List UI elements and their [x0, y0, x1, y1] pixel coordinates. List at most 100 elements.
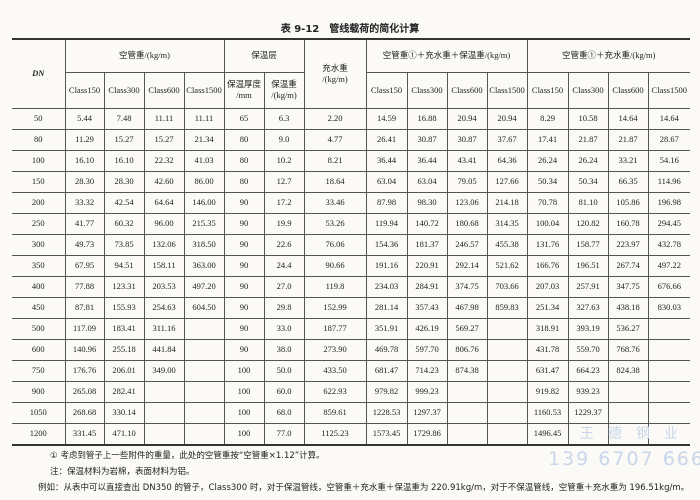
value-cell: 140.96: [64, 338, 105, 361]
value-cell: 7.48: [103, 107, 145, 130]
value-cell: 22.32: [143, 149, 185, 172]
value-cell: 604.50: [183, 296, 225, 319]
value-cell: 90: [223, 338, 265, 361]
value-cell: 206.01: [103, 359, 145, 382]
dn-cell: 750: [12, 359, 66, 382]
value-cell: [486, 401, 528, 424]
header-ins-weight: 保温重 /(kg/m): [263, 71, 305, 109]
value-cell: [647, 359, 690, 382]
header-insulated-class1500: Class1500: [486, 71, 528, 109]
value-cell: 65: [223, 107, 265, 130]
value-cell: 19.9: [263, 212, 305, 235]
value-cell: 37.67: [486, 128, 528, 151]
value-cell: 33.21: [607, 149, 649, 172]
value-cell: 281.14: [365, 296, 408, 319]
value-cell: 54.16: [647, 149, 690, 172]
value-cell: 90: [223, 212, 265, 235]
value-cell: 38.0: [263, 338, 305, 361]
value-cell: 33.0: [263, 317, 305, 340]
table-row: 600 140.96 255.18 441.84 90 38.0 273.90 469.78 5…: [12, 338, 690, 361]
value-cell: [486, 338, 528, 361]
value-cell: 282.41: [103, 380, 145, 403]
value-cell: 36.44: [406, 149, 448, 172]
value-cell: 26.24: [567, 149, 609, 172]
pipe-load-table: DN 空管重/(kg/m) 保温层 充水重 /(kg/m) 空管重①＋充水重＋保…: [12, 38, 690, 446]
value-cell: 183.41: [103, 317, 145, 340]
value-cell: [486, 422, 528, 445]
table-row: 400 77.88 123.31 203.53 497.20 90 27.0 119.8 234…: [12, 275, 690, 298]
value-cell: [647, 338, 690, 361]
value-cell: [183, 317, 225, 340]
value-cell: [143, 380, 185, 403]
value-cell: [143, 401, 185, 424]
value-cell: 9.0: [263, 128, 305, 151]
value-cell: 191.16: [365, 254, 408, 277]
value-cell: 36.44: [365, 149, 408, 172]
value-cell: 203.53: [143, 275, 185, 298]
value-cell: 703.66: [486, 275, 528, 298]
table-row: 250 41.77 60.32 96.00 215.35 90 19.9 53.26 119.9…: [12, 212, 690, 235]
value-cell: 1496.45: [526, 422, 569, 445]
value-cell: [183, 422, 225, 445]
value-cell: [486, 380, 528, 403]
value-cell: 132.06: [143, 233, 185, 256]
value-cell: 806.76: [446, 338, 488, 361]
table-row: 50 5.44 7.48 11.11 11.11 65 6.3 2.20 14.59 16.88 2…: [12, 107, 690, 130]
header-empty-class150: Class150: [65, 71, 105, 109]
value-cell: [647, 317, 690, 340]
header-insulated-class150: Class150: [365, 71, 408, 109]
value-cell: 536.27: [607, 317, 649, 340]
value-cell: 5.44: [64, 107, 105, 130]
value-cell: 622.93: [303, 380, 367, 403]
watermark-logo: 王德钢业: [580, 426, 692, 442]
value-cell: 77.88: [64, 275, 105, 298]
value-cell: 42.60: [143, 170, 185, 193]
value-cell: 41.77: [64, 212, 105, 235]
value-cell: 131.76: [526, 233, 569, 256]
value-cell: 1125.23: [303, 422, 367, 445]
value-cell: 66.35: [607, 170, 649, 193]
header-empty-class1500: Class1500: [183, 71, 225, 109]
value-cell: 441.84: [143, 338, 185, 361]
value-cell: 123.06: [446, 191, 488, 214]
value-cell: 49.73: [64, 233, 105, 256]
value-cell: 155.93: [103, 296, 145, 319]
value-cell: 676.66: [647, 275, 690, 298]
value-cell: 127.66: [486, 170, 528, 193]
footnotes: ① 考虑到管子上一些附件的重量，此处的空管重按“空管重×1.12”计算。 注：保…: [38, 448, 695, 496]
value-cell: [647, 401, 690, 424]
value-cell: 874.38: [446, 359, 488, 382]
value-cell: 497.22: [647, 254, 690, 277]
value-cell: 16.88: [406, 107, 448, 130]
value-cell: 87.81: [64, 296, 105, 319]
table-row: 1050 268.68 330.14 100 68.0 859.61 1228.53 1297…: [12, 401, 690, 424]
value-cell: 431.78: [526, 338, 569, 361]
value-cell: 119.8: [303, 275, 367, 298]
value-cell: 16.10: [103, 149, 145, 172]
value-cell: 207.03: [526, 275, 569, 298]
table-row: 300 49.73 73.85 132.06 318.50 90 22.6 76.06 154.…: [12, 233, 690, 256]
value-cell: 90: [223, 275, 265, 298]
value-cell: 152.99: [303, 296, 367, 319]
header-insulation: 保温层: [223, 39, 305, 73]
value-cell: 196.51: [567, 254, 609, 277]
table-row: 1200 331.45 471.10 100 77.0 1125.23 1573.45 172…: [12, 422, 690, 445]
value-cell: [183, 401, 225, 424]
value-cell: 80: [223, 128, 265, 151]
value-cell: 681.47: [365, 359, 408, 382]
value-cell: 50.34: [526, 170, 569, 193]
value-cell: 267.74: [607, 254, 649, 277]
value-cell: 521.62: [486, 254, 528, 277]
table-row: 500 117.09 183.41 311.16 90 33.0 187.77 351.91 4…: [12, 317, 690, 340]
value-cell: 8.21: [303, 149, 367, 172]
header-ins-thickness: 保温厚度 /mm: [223, 71, 265, 109]
value-cell: 714.23: [406, 359, 448, 382]
value-cell: 393.19: [567, 317, 609, 340]
value-cell: 26.41: [365, 128, 408, 151]
table-row: 200 33.32 42.54 64.64 146.00 90 17.2 33.46 87.98…: [12, 191, 690, 214]
value-cell: 859.61: [303, 401, 367, 424]
header-water: 充水重 /(kg/m): [303, 39, 367, 109]
value-cell: 100: [223, 359, 265, 382]
value-cell: [647, 422, 690, 445]
value-cell: 251.34: [526, 296, 569, 319]
